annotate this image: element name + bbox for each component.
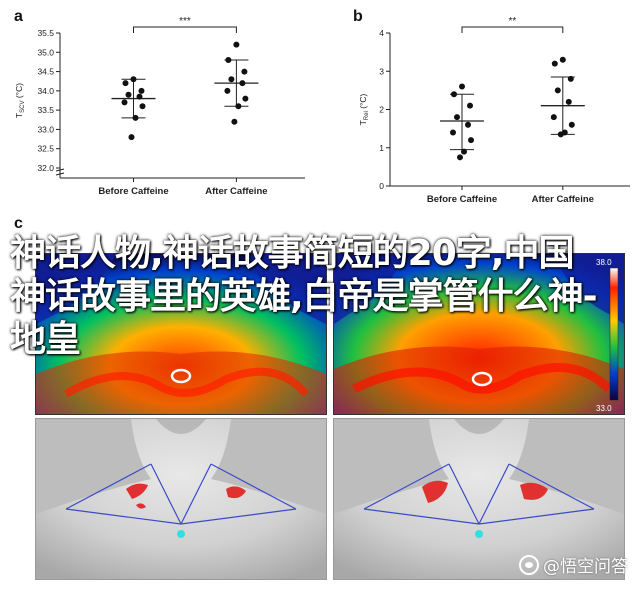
data-point — [122, 80, 129, 87]
y-axis-label: TSCV (°C) — [14, 83, 26, 118]
data-point — [450, 129, 456, 136]
data-point — [465, 121, 471, 128]
y-tick-label: 35.5 — [37, 28, 54, 38]
significance-label: ** — [509, 16, 517, 27]
y-tick-label: 4 — [379, 28, 384, 38]
data-point — [235, 103, 242, 110]
chart-a: 32.0 32.5 33.0 33.5 34.0 34.5 35.0 35.5 TSCV (°C… — [14, 16, 305, 197]
data-point — [461, 148, 467, 155]
data-point — [233, 41, 240, 48]
data-point — [459, 83, 465, 90]
data-point — [138, 87, 145, 94]
data-point — [241, 68, 248, 75]
y-tick-label: 0 — [379, 181, 384, 191]
chart-b: 0 1 2 3 4 TRel (°C) Before Caffeine After Caffe… — [358, 16, 630, 205]
panel-letter-b: b — [353, 8, 363, 25]
scale-min-label: 33.0 — [596, 404, 612, 413]
significance-bracket — [133, 26, 237, 33]
y-tick-label: 32.5 — [37, 144, 54, 154]
data-point — [128, 134, 135, 141]
overlay-title: 神话人物,神话故事简短的20字,中国神话故事里的英雄,白帝是掌管什么神-地皇 — [10, 233, 598, 360]
watermark: @悟空问答 — [519, 552, 628, 577]
data-point — [239, 80, 246, 87]
axis-break-mark — [55, 172, 65, 176]
data-point — [121, 99, 128, 106]
data-point — [125, 91, 132, 98]
data-point — [242, 95, 249, 102]
panel-letter-a: a — [14, 8, 23, 25]
data-point — [139, 103, 146, 110]
data-point — [454, 114, 460, 121]
data-point — [565, 98, 572, 105]
x-tick-label: After Caffeine — [205, 186, 267, 197]
data-point — [567, 75, 574, 82]
data-point — [468, 137, 474, 144]
data-point — [130, 76, 137, 83]
y-tick-label: 32.0 — [37, 163, 54, 173]
data-point — [467, 102, 473, 109]
significance-bracket — [461, 26, 564, 33]
data-point — [568, 121, 575, 128]
x-tick-label: Before Caffeine — [427, 194, 497, 205]
y-tick-label: 1 — [379, 143, 384, 153]
data-point — [457, 154, 463, 161]
data-point — [228, 76, 235, 83]
data-point — [231, 118, 238, 125]
axis-break-mark — [55, 168, 65, 172]
data-point — [132, 114, 139, 121]
data-point — [559, 56, 566, 63]
y-tick-label: 34.0 — [37, 86, 54, 96]
data-point — [136, 93, 143, 100]
thermal-image-before — [35, 253, 327, 415]
scale-max-label: 38.0 — [596, 258, 612, 267]
ir-image-before — [35, 418, 327, 580]
data-point — [550, 114, 557, 121]
y-tick-label: 33.5 — [37, 105, 54, 115]
data-point — [554, 87, 561, 94]
y-tick-label: 3 — [379, 66, 384, 76]
data-point — [225, 57, 232, 63]
speech-bubble-icon — [519, 554, 539, 575]
panel-letter-c: c — [14, 215, 23, 232]
thermal-image-after: 38.0 33.0 — [333, 253, 625, 415]
watermark-text: @悟空问答 — [543, 557, 628, 577]
x-tick-label: Before Caffeine — [98, 186, 168, 197]
y-tick-label: 35.0 — [37, 47, 54, 57]
y-tick-label: 2 — [379, 105, 384, 115]
y-tick-label: 33.0 — [37, 124, 54, 134]
significance-label: *** — [179, 16, 191, 27]
ir-image-after — [333, 418, 625, 580]
y-tick-label: 34.5 — [37, 67, 54, 77]
x-tick-label: After Caffeine — [532, 194, 594, 205]
data-point — [451, 91, 457, 98]
data-point — [551, 60, 558, 67]
data-point — [224, 87, 231, 94]
data-point — [557, 131, 564, 138]
y-axis-label: TRel (°C) — [358, 93, 370, 125]
